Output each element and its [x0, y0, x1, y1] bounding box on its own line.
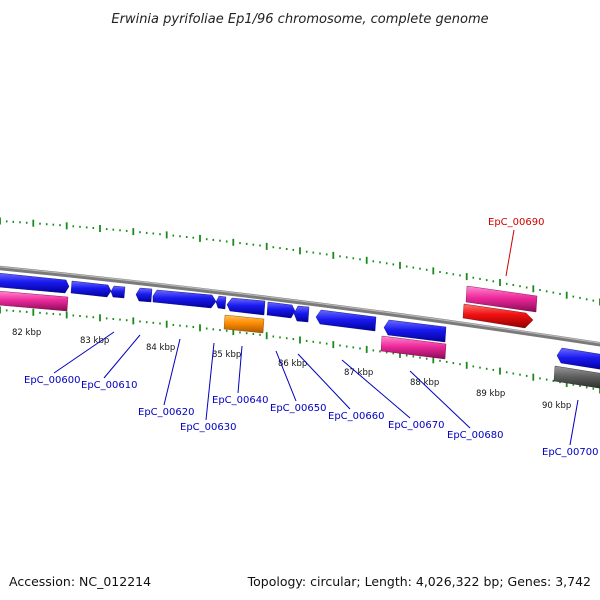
- cds-feature: [226, 297, 266, 316]
- cds-feature: [135, 287, 153, 303]
- cds-feature: [293, 305, 310, 323]
- kbp-label: 87 kbp: [344, 368, 373, 378]
- cds-feature: [462, 303, 534, 329]
- leader-line: [297, 353, 351, 410]
- accession-text: Accession: NC_012214: [9, 574, 151, 589]
- leader-line: [275, 350, 297, 402]
- cds-feature: [70, 280, 112, 298]
- gene-label-epc-00640[interactable]: EpC_00640: [212, 395, 268, 406]
- kbp-label: 88 kbp: [410, 378, 439, 388]
- gene-label-epc-00700[interactable]: EpC_00700: [542, 447, 598, 458]
- kbp-label: 85 kbp: [212, 350, 241, 360]
- cds-feature: [110, 285, 126, 299]
- gene-label-epc-00680[interactable]: EpC_00680: [447, 430, 503, 441]
- leader-line: [53, 331, 115, 374]
- cds-feature: [266, 301, 296, 319]
- kbp-label: 86 kbp: [278, 359, 307, 369]
- kbp-label: 84 kbp: [146, 343, 175, 353]
- genome-backbone-highlight: [0, 266, 600, 344]
- gene-label-epc-00690[interactable]: EpC_00690: [488, 217, 544, 228]
- cds-feature: [152, 289, 217, 309]
- leader-line: [505, 229, 515, 277]
- gene-label-epc-00670[interactable]: EpC_00670: [388, 420, 444, 431]
- leader-line: [569, 399, 579, 446]
- leader-line: [205, 342, 215, 421]
- kbp-label: 90 kbp: [542, 401, 571, 411]
- kbp-label: 83 kbp: [80, 336, 109, 346]
- leader-line: [103, 334, 141, 379]
- leader-line: [163, 338, 181, 406]
- cds-feature: [315, 309, 377, 332]
- gene-label-epc-00620[interactable]: EpC_00620: [138, 407, 194, 418]
- gene-label-epc-00650[interactable]: EpC_00650: [270, 403, 326, 414]
- leader-line: [409, 370, 471, 429]
- cds-feature: [380, 335, 447, 360]
- cds-feature: [223, 314, 265, 334]
- kbp-label: 82 kbp: [12, 328, 41, 338]
- cds-feature: [556, 347, 600, 370]
- gene-label-epc-00630[interactable]: EpC_00630: [180, 422, 236, 433]
- cds-feature: [553, 365, 600, 389]
- gene-leader-lines: [53, 229, 579, 446]
- cds-feature: [465, 285, 538, 313]
- leader-line: [237, 345, 243, 394]
- cds-feature: [383, 319, 447, 343]
- genome-backbone: [0, 265, 600, 347]
- leader-line: [341, 359, 411, 419]
- cds-feature: [0, 273, 70, 294]
- genome-summary-text: Topology: circular; Length: 4,026,322 bp…: [247, 574, 591, 589]
- gene-label-epc-00610[interactable]: EpC_00610: [81, 380, 137, 391]
- outer-tick-ring: [0, 217, 600, 306]
- cds-feature: [0, 290, 69, 312]
- map-title: Erwinia pyrifoliae Ep1/96 chromosome, co…: [111, 12, 488, 27]
- kbp-label: 89 kbp: [476, 389, 505, 399]
- gene-label-epc-00600[interactable]: EpC_00600: [24, 375, 80, 386]
- cds-feature: [215, 295, 227, 310]
- gene-label-epc-00660[interactable]: EpC_00660: [328, 411, 384, 422]
